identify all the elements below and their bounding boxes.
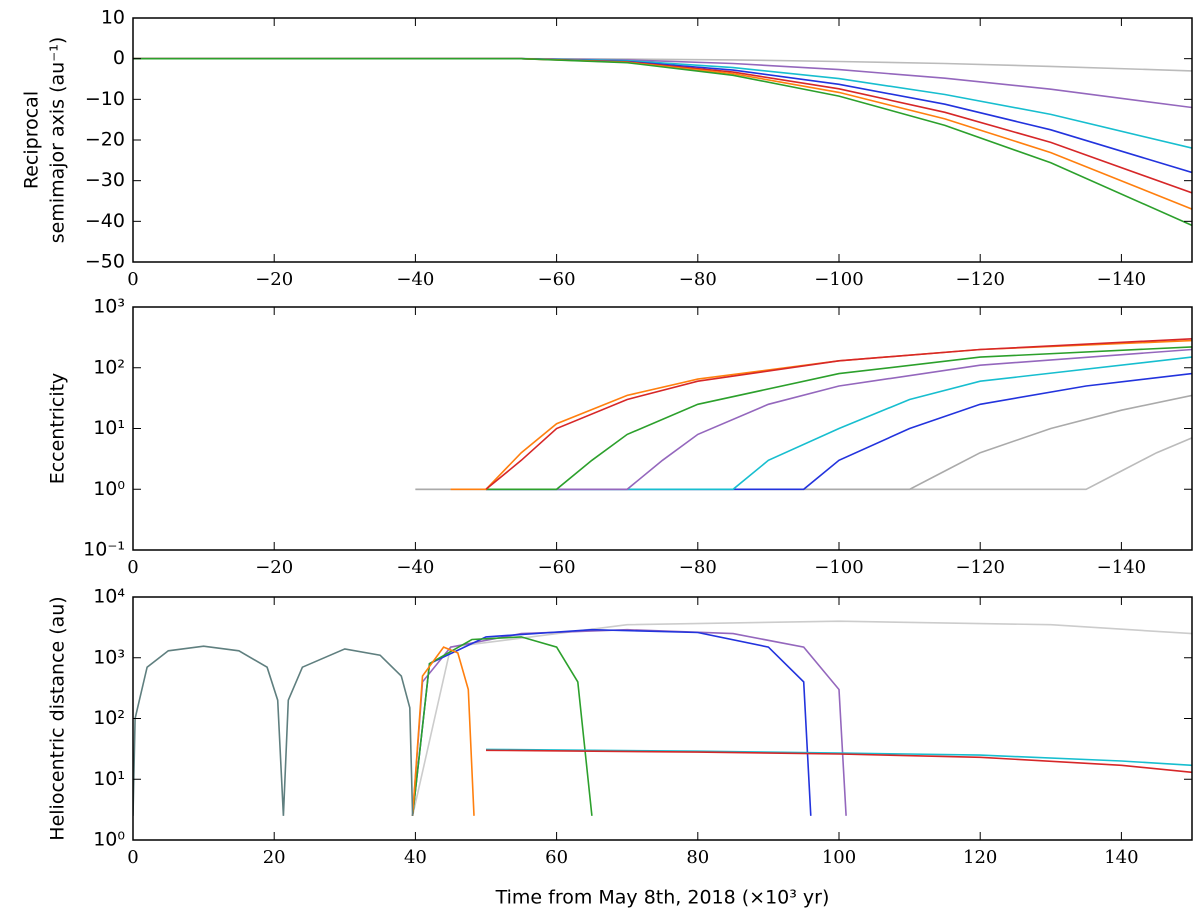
series-line bbox=[485, 338, 1192, 490]
x-tick-label: 80 bbox=[686, 847, 709, 868]
x-tick-label: −140 bbox=[1097, 557, 1146, 578]
x-axis-label: Time from May 8th, 2018 (×10³ yr) bbox=[495, 887, 830, 909]
series-line bbox=[133, 57, 1192, 149]
x-tick-label: −140 bbox=[1097, 269, 1146, 290]
y-tick-label: −20 bbox=[85, 129, 125, 151]
y-tick-label: −10 bbox=[85, 88, 125, 110]
x-tick-label: −40 bbox=[396, 557, 434, 578]
y-axis-label: Heliocentric distance (au) bbox=[47, 596, 69, 840]
x-tick-label: 40 bbox=[404, 847, 427, 868]
x-tick-label: −100 bbox=[814, 557, 863, 578]
x-tick-label: −20 bbox=[255, 557, 293, 578]
y-tick-label: 10⁰ bbox=[93, 478, 125, 500]
series-line bbox=[411, 636, 593, 816]
y-tick-label: 10⁰ bbox=[93, 829, 125, 851]
x-tick-label: −60 bbox=[538, 269, 576, 290]
series-line bbox=[486, 346, 1192, 491]
y-tick-label: 10 bbox=[101, 7, 125, 29]
x-tick-label: −60 bbox=[538, 557, 576, 578]
plot-frame bbox=[132, 306, 1193, 551]
y-tick-label: 10⁻¹ bbox=[83, 539, 125, 561]
y-axis-label: Reciprocal bbox=[21, 91, 43, 189]
y-axis-label: Eccentricity bbox=[47, 373, 69, 485]
x-tick-label: 120 bbox=[963, 847, 997, 868]
series-line bbox=[133, 57, 1192, 210]
y-tick-label: −50 bbox=[85, 251, 125, 273]
y-tick-label: 10¹ bbox=[93, 768, 125, 790]
y-tick-label: 0 bbox=[113, 47, 125, 69]
series-line bbox=[411, 620, 1192, 816]
x-tick-label: 0 bbox=[127, 557, 138, 578]
plot-lines bbox=[133, 57, 1192, 227]
series-line bbox=[411, 628, 847, 816]
y-tick-label: 10⁴ bbox=[93, 586, 125, 608]
plot-lines bbox=[133, 620, 1192, 816]
x-tick-label: 0 bbox=[127, 847, 138, 868]
series-line bbox=[486, 348, 1192, 491]
x-tick-label: −100 bbox=[814, 269, 863, 290]
x-tick-label: −40 bbox=[396, 269, 434, 290]
x-tick-label: −120 bbox=[955, 557, 1004, 578]
y-tick-label: 10¹ bbox=[93, 417, 125, 439]
y-tick-label: 10³ bbox=[93, 296, 125, 318]
series-line bbox=[133, 57, 1192, 227]
x-tick-label: 0 bbox=[127, 269, 138, 290]
series-line bbox=[485, 748, 1192, 767]
plot-frame bbox=[132, 17, 1193, 263]
y-tick-label: −40 bbox=[85, 210, 125, 232]
y-tick-label: 10² bbox=[93, 707, 125, 729]
plot-frame bbox=[132, 596, 1193, 841]
y-axis-label: semimajor axis (au⁻¹) bbox=[47, 37, 69, 244]
y-tick-label: 10³ bbox=[93, 646, 125, 668]
series-line bbox=[486, 372, 1192, 491]
series-line bbox=[411, 646, 475, 816]
x-tick-label: −80 bbox=[679, 557, 717, 578]
x-tick-label: 140 bbox=[1104, 847, 1138, 868]
x-tick-label: −80 bbox=[679, 269, 717, 290]
series-line bbox=[415, 394, 1192, 491]
series-line bbox=[133, 57, 1192, 174]
x-tick-label: −120 bbox=[955, 269, 1004, 290]
x-tick-label: 20 bbox=[263, 847, 286, 868]
y-tick-label: 10² bbox=[93, 356, 125, 378]
y-tick-label: −30 bbox=[85, 169, 125, 191]
x-tick-label: 100 bbox=[822, 847, 856, 868]
series-line bbox=[133, 645, 414, 816]
x-tick-label: −20 bbox=[255, 269, 293, 290]
plot-lines bbox=[415, 338, 1192, 491]
series-line bbox=[415, 437, 1192, 491]
series-line bbox=[485, 749, 1192, 774]
x-tick-label: 60 bbox=[545, 847, 568, 868]
series-line bbox=[486, 356, 1192, 491]
